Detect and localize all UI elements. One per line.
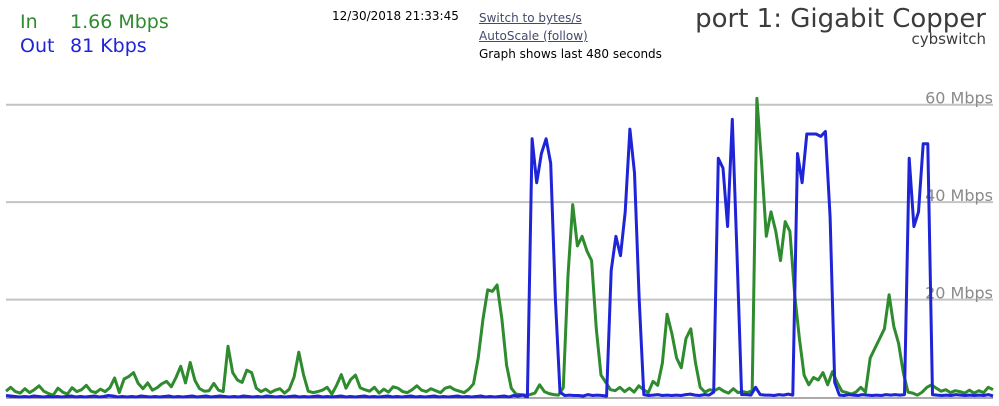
graph-controls: Switch to bytes/s AutoScale (follow) Gra… — [479, 9, 662, 63]
gridline-label-60: 60 Mbps — [925, 89, 993, 108]
port-title: port 1: Gigabit Copper — [695, 4, 986, 34]
device-name: cybswitch — [911, 30, 986, 48]
gridline-label-40: 40 Mbps — [925, 186, 993, 205]
in-value: 1.66 Mbps — [70, 11, 169, 33]
out-label: Out — [20, 35, 55, 57]
out-value: 81 Kbps — [70, 35, 147, 57]
series-lines — [5, 96, 994, 399]
in-stat: In 1.66 Mbps — [20, 10, 169, 34]
switch-units-link[interactable]: Switch to bytes/s — [479, 11, 582, 25]
grid-lines: 20 Mbps 40 Mbps 60 Mbps — [6, 89, 993, 399]
autoscale-link[interactable]: AutoScale (follow) — [479, 29, 588, 43]
timestamp: 12/30/2018 21:33:45 — [332, 9, 459, 23]
series-line-out — [5, 117, 994, 399]
out-stat: Out 81 Kbps — [20, 34, 169, 58]
traffic-stats: In 1.66 Mbps Out 81 Kbps — [20, 10, 169, 58]
in-label: In — [20, 11, 38, 33]
window-note: Graph shows last 480 seconds — [479, 47, 662, 61]
series-line-in — [5, 96, 994, 397]
gridline-label-20: 20 Mbps — [925, 284, 993, 303]
port-header: port 1: Gigabit Copper cybswitch — [695, 4, 986, 47]
